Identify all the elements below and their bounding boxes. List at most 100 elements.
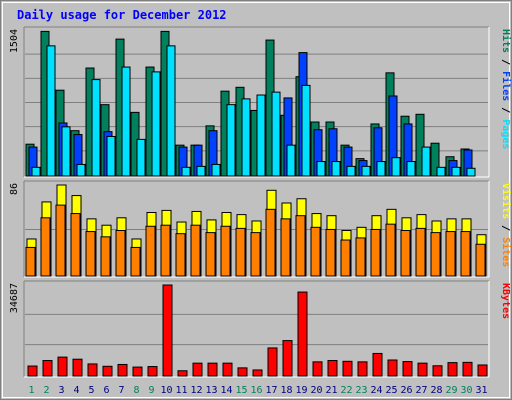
bar-sites xyxy=(220,225,231,277)
x-tick-label: 24 xyxy=(370,385,382,396)
x-tick-label: 30 xyxy=(460,385,472,396)
x-axis: 1 2 3 4 5 6 7 8 9 10 11 12 13 14 15 16 17 18 19 20 21 22 23 24 2… xyxy=(28,385,487,396)
bar-pages xyxy=(451,166,461,177)
bar-sites xyxy=(445,231,456,277)
x-tick-label: 3 xyxy=(58,385,64,396)
bar-pages xyxy=(106,135,116,177)
bar-sites xyxy=(40,217,51,277)
bar-sites xyxy=(430,232,441,277)
bar-sites xyxy=(355,237,366,277)
x-tick-label: 27 xyxy=(415,385,427,396)
panel-area xyxy=(24,281,489,377)
x-tick-label: 15 xyxy=(235,385,247,396)
x-tick-label: 26 xyxy=(400,385,412,396)
bar-sites xyxy=(130,246,141,277)
bar-pages xyxy=(181,166,191,177)
x-tick-label: 23 xyxy=(355,385,367,396)
bar-sites xyxy=(25,246,36,277)
x-tick-label: 8 xyxy=(133,385,139,396)
bar-kbytes xyxy=(312,361,323,377)
bar-kbytes xyxy=(387,359,398,377)
bar-sites xyxy=(160,224,171,277)
x-tick-label: 6 xyxy=(103,385,109,396)
bar-sites xyxy=(205,232,216,277)
series-sites-overlay xyxy=(25,204,486,277)
bar-sites xyxy=(55,204,66,277)
bar-sites xyxy=(250,232,261,277)
bar-kbytes xyxy=(447,362,458,377)
bar-sites xyxy=(100,236,111,277)
y-max-label: 34687 xyxy=(9,283,20,313)
bar-sites xyxy=(325,228,336,277)
x-tick-label: 11 xyxy=(175,385,187,396)
bar-kbytes xyxy=(372,352,383,377)
legend-separator: / xyxy=(500,219,511,237)
bar-pages xyxy=(466,167,476,177)
panel-middle: 86 Visits / Sites xyxy=(9,180,512,278)
bar-pages xyxy=(121,66,131,177)
bar-pages xyxy=(226,104,236,177)
bar-sites xyxy=(280,218,291,277)
bar-sites xyxy=(235,227,246,277)
bar-sites xyxy=(460,231,471,277)
legend-visits: Visits xyxy=(500,183,512,219)
bar-sites xyxy=(115,230,126,277)
bar-kbytes xyxy=(147,366,158,377)
right-legend: Visits / Sites xyxy=(500,183,512,267)
series-kbytes xyxy=(27,284,488,377)
bar-sites xyxy=(175,233,186,277)
bar-pages xyxy=(151,71,161,177)
x-tick-label: 9 xyxy=(148,385,154,396)
y-max-label: 1504 xyxy=(9,29,20,53)
bar-kbytes xyxy=(162,284,173,377)
bar-sites xyxy=(190,224,201,277)
bar-kbytes xyxy=(192,362,203,377)
bar-sites xyxy=(70,213,81,277)
bar-pages xyxy=(301,84,311,177)
bar-kbytes xyxy=(27,365,38,377)
bar-sites xyxy=(310,226,321,277)
bar-sites xyxy=(340,239,351,277)
bar-pages xyxy=(196,165,206,177)
bar-pages xyxy=(346,165,356,177)
x-tick-label: 7 xyxy=(118,385,124,396)
bar-pages xyxy=(61,126,71,177)
bar-pages xyxy=(211,163,221,177)
legend-separator: / xyxy=(500,101,511,119)
right-legend: Hits / Files / Pages xyxy=(500,29,512,149)
x-tick-label: 14 xyxy=(220,385,232,396)
bar-pages xyxy=(166,45,176,177)
x-tick-label: 2 xyxy=(43,385,49,396)
x-tick-label: 21 xyxy=(325,385,337,396)
bar-kbytes xyxy=(357,361,368,377)
bar-pages xyxy=(76,163,86,177)
bar-sites xyxy=(385,223,396,277)
bar-kbytes xyxy=(342,360,353,377)
bar-pages xyxy=(361,165,371,177)
panel-top: 1504 Hits / Files / Pages xyxy=(9,26,512,178)
bar-kbytes xyxy=(42,360,53,377)
x-tick-label: 28 xyxy=(430,385,442,396)
panel-bottom: 34687 KBytes xyxy=(9,280,511,378)
bar-pages xyxy=(436,166,446,177)
bar-pages xyxy=(31,166,41,177)
bar-sites xyxy=(295,215,306,277)
bar-sites xyxy=(85,231,96,277)
bar-kbytes xyxy=(117,363,128,377)
bar-sites xyxy=(400,230,411,277)
bar-sites xyxy=(265,208,276,277)
bar-kbytes xyxy=(72,358,83,377)
x-tick-label: 25 xyxy=(385,385,397,396)
bar-pages xyxy=(406,161,416,177)
bar-kbytes xyxy=(102,365,113,377)
x-tick-label: 29 xyxy=(445,385,457,396)
bar-pages xyxy=(286,144,296,177)
x-tick-label: 1 xyxy=(28,385,34,396)
x-tick-label: 17 xyxy=(265,385,277,396)
bar-sites xyxy=(370,228,381,277)
bar-pages xyxy=(271,91,281,177)
bar-hits xyxy=(415,113,425,177)
